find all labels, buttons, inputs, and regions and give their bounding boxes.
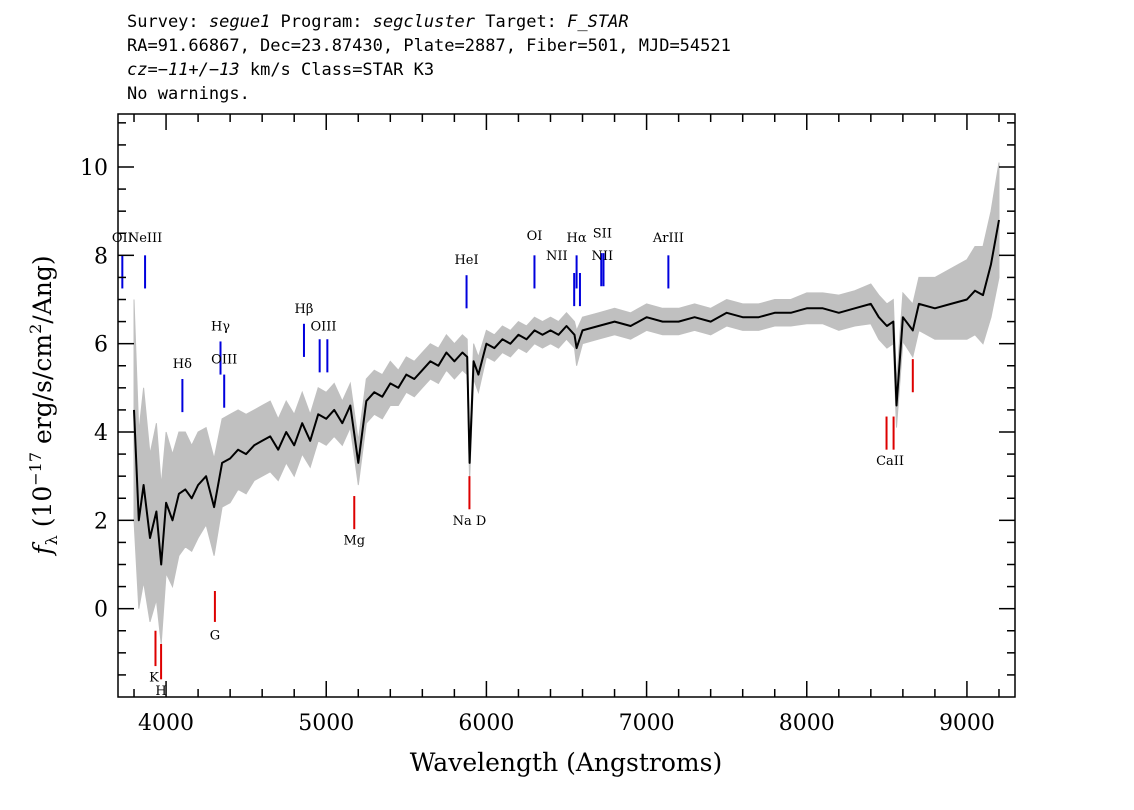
spectrum-header: Survey: segue1 Program: segcluster Targe…: [127, 10, 731, 106]
y-axis-title-exp1: −17: [26, 452, 45, 486]
axis-ticks: 4000 5000 6000 7000 8000 9000 0 2 4 6 8 10: [80, 114, 1015, 736]
absorption-line-label: H: [155, 684, 166, 699]
x-tick-label: 8000: [779, 711, 835, 736]
x-tick-label: 5000: [298, 711, 354, 736]
emission-line-label: Hβ: [295, 302, 314, 317]
y-tick-label: 4: [94, 421, 108, 446]
program-label: Program:: [270, 12, 373, 32]
emission-line-label: ArIII: [652, 231, 684, 246]
y-tick-label: 10: [80, 156, 108, 181]
y-tick-label: 2: [94, 509, 108, 534]
x-tick-label: 7000: [619, 711, 675, 736]
x-axis-title: Wavelength (Angstroms): [410, 748, 722, 777]
plot-frame: [117, 113, 1016, 698]
absorption-line-label: Mg: [343, 534, 365, 549]
emission-line-label: OIII: [310, 319, 336, 334]
emission-line-label: OII: [112, 231, 133, 246]
program-value: segcluster: [372, 12, 476, 32]
emission-line-label: SII: [593, 227, 612, 242]
y-axis-title-exp2: 2: [26, 324, 45, 334]
survey-label: Survey:: [127, 12, 209, 32]
emission-line-label: NII: [546, 249, 568, 264]
header-line-1: Survey: segue1 Program: segcluster Targe…: [127, 10, 731, 34]
y-axis-title-part1: (10: [28, 486, 57, 536]
header-line-2: RA=91.66867, Dec=23.87430, Plate=2887, F…: [127, 36, 731, 56]
y-tick-label: 6: [94, 333, 108, 358]
absorption-line-label: CaII: [876, 454, 904, 469]
emission-line-label: OIII: [211, 353, 237, 368]
target-label: Target:: [475, 12, 568, 32]
emission-line-label: HeI: [454, 253, 478, 268]
error-band: [133, 162, 1000, 645]
emission-line-label: Hα: [567, 231, 587, 246]
error-band-group: [133, 162, 1000, 645]
cz-value: =−11+/−13: [147, 60, 240, 80]
survey-value: segue1: [208, 12, 271, 32]
y-axis-title-part3: /Ang): [28, 255, 57, 323]
absorption-line-label: G: [210, 629, 220, 644]
emission-line-label: Hγ: [211, 319, 230, 334]
x-tick-label: 9000: [939, 711, 995, 736]
y-tick-label: 0: [94, 598, 108, 623]
emission-line-label: OI: [527, 229, 543, 244]
spectrum-line-group: [133, 219, 1000, 566]
x-tick-label: 4000: [138, 711, 194, 736]
emission-line-label: NII: [592, 249, 614, 264]
y-axis-title-sub: λ: [42, 535, 61, 545]
spectrum-line: [133, 219, 1000, 566]
spectral-lines-group: [121, 253, 914, 680]
header-line-3: cz=−11+/−13 km/s Class=STAR K3: [127, 58, 731, 82]
y-axis-title: fλ (10−17 erg/s/cm2/Ang): [26, 255, 61, 556]
header-line-4: No warnings.: [127, 84, 250, 104]
cz-rest: km/s Class=STAR K3: [239, 60, 435, 80]
absorption-line-label: K: [149, 671, 159, 686]
y-tick-label: 8: [94, 244, 108, 269]
target-value: F_STAR: [567, 12, 629, 32]
absorption-line-label: Na D: [453, 514, 487, 529]
y-axis-title-part2: erg/s/cm: [28, 334, 57, 452]
y-axis-title-f: f: [28, 542, 57, 557]
emission-line-label: NeIII: [128, 231, 162, 246]
cz-label: cz: [127, 60, 148, 80]
emission-line-label: Hδ: [173, 357, 192, 372]
x-tick-label: 6000: [458, 711, 514, 736]
